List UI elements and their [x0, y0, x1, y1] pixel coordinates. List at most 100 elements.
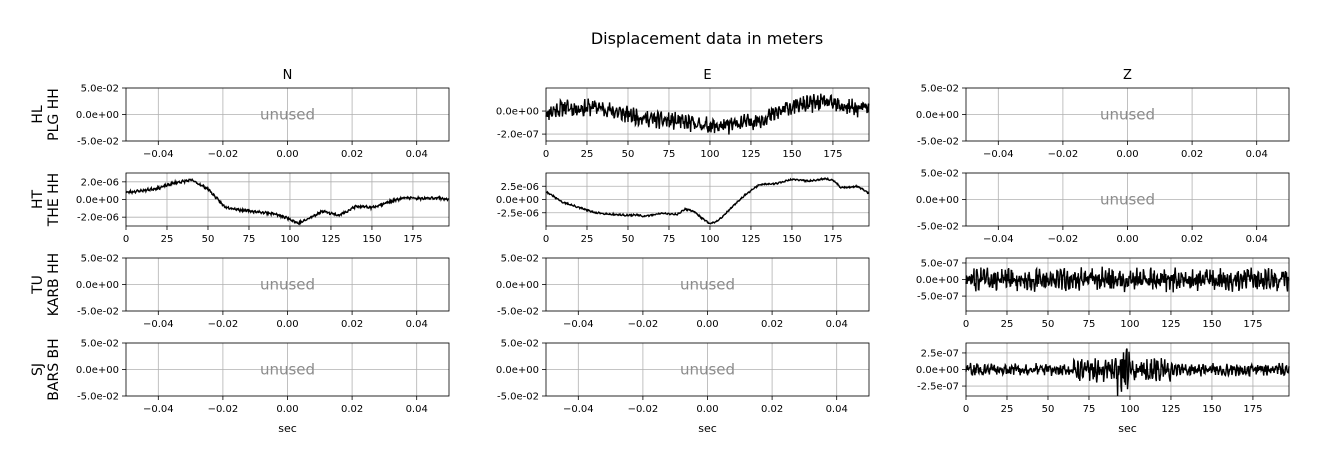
x-tick-label: 100 [1120, 404, 1139, 415]
row-label-station: THE HH [46, 173, 62, 227]
panel-plg-hh-e: 0 25 50 75 100 125 150 175 0.0e+00 -2.0e-07 [496, 87, 870, 160]
panel-bars-bh-z: 0 25 50 75 100 125 150 175 2.5e-07 0.0e+00 -2.5e-0… [916, 342, 1290, 435]
x-tick-label: 75 [663, 149, 676, 160]
unused-label: unused [260, 361, 315, 379]
row-label-station: PLG HH [46, 88, 62, 141]
x-tick-label: 50 [1042, 319, 1055, 330]
panel-karb-hh-z: 0 25 50 75 100 125 150 175 5.0e-07 0.0e+00 -5.0e-0… [916, 257, 1290, 330]
x-tick-label: 175 [823, 234, 842, 245]
x-tick-label: 75 [243, 234, 256, 245]
figure-title: Displacement data in meters [591, 29, 823, 48]
x-tick-label: −0.02 [1048, 149, 1079, 160]
x-tick-label: −0.04 [563, 404, 594, 415]
x-tick-label: 50 [622, 234, 635, 245]
panel-the-hh-z: unused −0.04 −0.02 0.00 0.02 0.04 5.0e-02 0.0e+… [916, 169, 1290, 245]
x-axis-label: sec [1118, 422, 1137, 435]
x-tick-label: 150 [1202, 319, 1221, 330]
x-tick-label: 25 [1001, 319, 1014, 330]
x-tick-label: 0.02 [761, 404, 783, 415]
x-tick-label: 175 [1243, 319, 1262, 330]
x-tick-label: 75 [1083, 319, 1096, 330]
x-tick-label: 25 [1001, 404, 1014, 415]
x-tick-label: −0.04 [563, 319, 594, 330]
row-label-network: HT [30, 190, 46, 210]
x-tick-label: 125 [741, 234, 760, 245]
column-title-z: Z [1123, 68, 1132, 83]
panel-bars-bh-n: unused −0.04 −0.02 0.00 0.02 0.04 5.0e-02 0.0e+… [76, 339, 450, 435]
x-tick-label: 150 [782, 234, 801, 245]
axes-frame [965, 257, 1290, 312]
x-tick-label: 50 [622, 149, 635, 160]
trace-line [965, 266, 1290, 293]
unused-label: unused [1100, 191, 1155, 209]
y-tick-label: -2.5e-07 [917, 382, 959, 393]
x-tick-label: 175 [1243, 404, 1262, 415]
x-tick-label: 0.00 [696, 404, 718, 415]
x-tick-label: 150 [782, 149, 801, 160]
x-tick-label: 150 [1202, 404, 1221, 415]
x-tick-label: 0.04 [406, 319, 428, 330]
panel-the-hh-e: 0 25 50 75 100 125 150 175 2.5e-06 0.0e+00 -2.5e-0… [496, 172, 870, 245]
x-tick-label: 125 [1161, 319, 1180, 330]
x-tick-label: 100 [280, 234, 299, 245]
x-tick-label: 125 [741, 149, 760, 160]
x-tick-label: 0.02 [341, 319, 363, 330]
y-tick-label: -5.0e-02 [77, 307, 119, 318]
y-tick-label: 2.5e-06 [501, 182, 539, 193]
x-tick-label: 100 [700, 234, 719, 245]
y-tick-label: 0.0e+00 [916, 195, 959, 206]
x-tick-label: 50 [1042, 404, 1055, 415]
y-tick-label: 5.0e-02 [81, 254, 119, 265]
x-tick-label: 0 [963, 404, 969, 415]
x-tick-label: 0 [963, 319, 969, 330]
row-label-network: TU [30, 275, 46, 295]
panel-bars-bh-e: unused −0.04 −0.02 0.00 0.02 0.04 5.0e-02 0.0e+… [496, 339, 870, 435]
x-tick-label: 125 [321, 234, 340, 245]
column-title-e: E [703, 68, 711, 83]
x-tick-label: 25 [581, 149, 594, 160]
row-label-network: SJ [30, 363, 46, 376]
x-tick-label: 0.00 [276, 149, 298, 160]
x-tick-label: 75 [1083, 404, 1096, 415]
y-tick-label: 5.0e-02 [81, 84, 119, 95]
y-tick-label: -5.0e-02 [77, 137, 119, 148]
row-label-station: BARS BH [46, 338, 62, 400]
y-tick-label: -2.5e-06 [497, 208, 539, 219]
x-tick-label: 0.02 [1181, 234, 1203, 245]
axes-frame [545, 87, 870, 142]
y-tick-label: 0.0e+00 [496, 280, 539, 291]
y-tick-label: 2.0e-06 [81, 177, 119, 188]
panel-plg-hh-n: unused −0.04 −0.02 0.00 0.02 0.04 5.0e-02 0.0e+… [76, 84, 450, 160]
x-tick-label: 0.00 [276, 404, 298, 415]
x-axis-label: sec [278, 422, 297, 435]
y-tick-label: 0.0e+00 [916, 110, 959, 121]
x-axis-label: sec [698, 422, 717, 435]
x-tick-label: 25 [581, 234, 594, 245]
x-tick-label: −0.04 [143, 149, 174, 160]
x-tick-label: −0.04 [143, 404, 174, 415]
x-tick-label: 150 [362, 234, 381, 245]
y-tick-label: 0.0e+00 [76, 280, 119, 291]
unused-label: unused [680, 276, 735, 294]
y-tick-label: 0.0e+00 [916, 275, 959, 286]
x-tick-label: 0.04 [406, 149, 428, 160]
x-tick-label: 0.00 [276, 319, 298, 330]
panel-the-hh-n: 0 25 50 75 100 125 150 175 2.0e-06 0.0e+00 -2.0e-0… [76, 172, 450, 245]
x-tick-label: 0.04 [826, 319, 848, 330]
row-label-station: KARB HH [46, 253, 62, 316]
y-tick-label: 5.0e-02 [81, 339, 119, 350]
x-tick-label: −0.02 [208, 319, 239, 330]
x-tick-label: 0 [543, 234, 549, 245]
y-tick-label: 5.0e-02 [921, 169, 959, 180]
x-tick-label: 125 [1161, 404, 1180, 415]
x-tick-label: −0.02 [628, 404, 659, 415]
x-tick-label: 0.00 [696, 319, 718, 330]
x-tick-label: 0.02 [1181, 149, 1203, 160]
y-tick-label: -5.0e-02 [497, 392, 539, 403]
y-tick-label: 5.0e-02 [501, 254, 539, 265]
x-tick-label: 0 [123, 234, 129, 245]
trace-line [125, 178, 450, 226]
y-tick-label: 0.0e+00 [496, 195, 539, 206]
x-tick-label: 0.04 [1246, 234, 1268, 245]
